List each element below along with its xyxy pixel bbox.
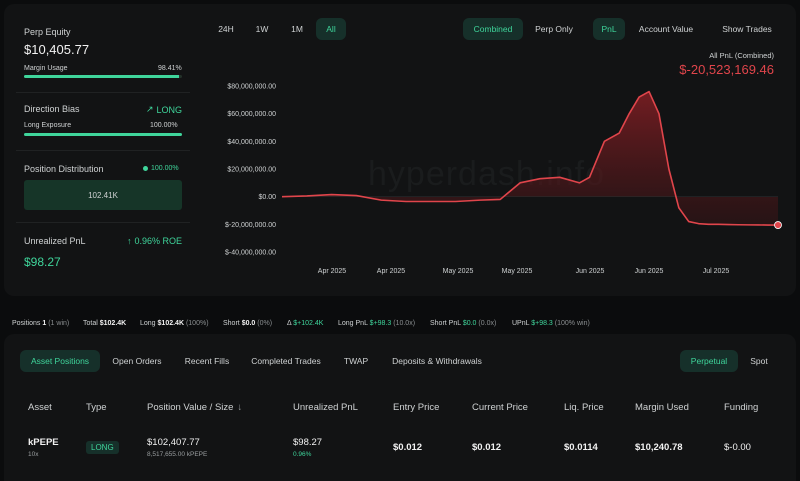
- x-tick-label: Jul 2025: [703, 268, 730, 275]
- y-tick-label: $40,000,000.00: [227, 139, 276, 146]
- pnl-header-label: All PnL (Combined): [709, 51, 774, 60]
- account-value-button[interactable]: Account Value: [638, 24, 694, 34]
- margin-usage-bar: [24, 75, 182, 78]
- row-unrealized-pnl-pct: 0.96%: [293, 451, 312, 458]
- stat-total: Total $102.4K: [83, 320, 127, 327]
- x-tick-label: Jun 2025: [576, 268, 605, 275]
- sort-down-icon: ↓: [237, 402, 243, 413]
- y-tick-label: $60,000,000.00: [227, 111, 276, 118]
- row-liq-price: $0.0114: [564, 442, 598, 453]
- row-position-value: $102,407.77: [147, 437, 200, 448]
- margin-usage-value: 98.41%: [158, 65, 182, 72]
- header-asset[interactable]: Asset: [28, 402, 52, 413]
- tab-twap[interactable]: TWAP: [343, 356, 369, 366]
- header-position-value-label: Position Value / Size: [147, 402, 234, 413]
- header-liq-price[interactable]: Liq. Price: [564, 402, 604, 413]
- stat-long: Long $102.4K (100%): [140, 320, 209, 327]
- direction-bias-text: LONG: [156, 104, 183, 115]
- pnl-chart: $80,000,000.00 $60,000,000.00 $40,000,000.…: [225, 84, 782, 275]
- row-position-size: 8,517,655.00 kPEPE: [147, 451, 208, 458]
- tab-perpetual[interactable]: Perpetual: [680, 350, 738, 372]
- arrow-up-icon: ↑: [127, 236, 132, 246]
- row-funding: $-0.00: [724, 442, 751, 453]
- positions-panel: [4, 334, 796, 481]
- y-tick-label: $-40,000,000.00: [225, 250, 276, 257]
- y-tick-label: $0.00: [258, 194, 276, 201]
- stat-short: Short $0.0 (0%): [223, 320, 273, 327]
- distribution-value: 100.00%: [143, 165, 179, 172]
- header-unrealized-pnl[interactable]: Unrealized PnL: [293, 402, 358, 413]
- divider: [16, 150, 190, 151]
- combined-button[interactable]: Combined: [463, 18, 523, 40]
- x-tick-label: May 2025: [443, 268, 474, 275]
- unrealized-pnl-value: $98.27: [24, 255, 61, 269]
- show-trades-button[interactable]: Show Trades: [722, 24, 772, 34]
- position-distribution-label: Position Distribution: [24, 164, 104, 174]
- roe-text: 0.96% ROE: [134, 236, 183, 246]
- perp-only-button[interactable]: Perp Only: [535, 24, 573, 34]
- long-exposure-label: Long Exposure: [24, 122, 72, 129]
- pnl-button[interactable]: PnL: [593, 18, 625, 40]
- header-position-value[interactable]: Position Value / Size ↓: [147, 402, 242, 413]
- header-entry-price[interactable]: Entry Price: [393, 402, 440, 413]
- range-1m-button[interactable]: 1M: [291, 24, 303, 34]
- row-margin-used: $10,240.78: [635, 442, 683, 453]
- stat-long-pnl: Long PnL $+98.3 (10.0x): [338, 320, 416, 327]
- stats-strip: Positions 1 (1 win) Total $102.4K Long $…: [0, 316, 800, 332]
- tab-completed-trades[interactable]: Completed Trades: [251, 356, 321, 366]
- pnl-line: [281, 90, 779, 226]
- margin-usage-label: Margin Usage: [24, 65, 68, 72]
- tab-recent-fills[interactable]: Recent Fills: [184, 356, 230, 366]
- x-tick-label: Apr 2025: [377, 268, 406, 275]
- divider: [16, 222, 190, 223]
- x-tick-label: Jun 2025: [635, 268, 664, 275]
- dot-icon: [143, 166, 148, 171]
- x-tick-label: May 2025: [502, 268, 533, 275]
- direction-bias-value: ↗ LONG: [146, 104, 182, 115]
- row-entry-price: $0.012: [393, 442, 423, 453]
- perp-equity-label: Perp Equity: [24, 27, 71, 37]
- range-all-button[interactable]: All: [316, 18, 346, 40]
- range-24h-button[interactable]: 24H: [218, 24, 234, 34]
- row-asset[interactable]: kPEPE: [28, 437, 59, 448]
- distribution-bar: 102.41K: [24, 180, 182, 210]
- unrealized-pnl-label: Unrealized PnL: [24, 236, 86, 246]
- range-1w-button[interactable]: 1W: [255, 24, 269, 34]
- header-funding[interactable]: Funding: [724, 402, 759, 413]
- perp-equity-value: $10,405.77: [24, 42, 90, 57]
- roe-value: ↑ 0.96% ROE: [127, 236, 182, 246]
- tab-spot[interactable]: Spot: [750, 356, 768, 366]
- long-exposure-bar: [24, 133, 182, 136]
- row-type-badge: LONG: [86, 441, 119, 454]
- tab-open-orders[interactable]: Open Orders: [112, 356, 162, 366]
- trend-up-icon: ↗: [146, 104, 154, 114]
- pnl-header-value: $-20,523,169.46: [679, 62, 774, 77]
- stat-delta: Δ $+102.4K: [287, 320, 324, 327]
- row-unrealized-pnl: $98.27: [293, 437, 323, 448]
- y-tick-label: $20,000,000.00: [227, 167, 276, 174]
- row-current-price: $0.012: [472, 442, 502, 453]
- row-leverage: 10x: [28, 451, 39, 458]
- header-type[interactable]: Type: [86, 402, 107, 413]
- stat-positions: Positions 1 (1 win): [12, 320, 70, 327]
- tab-asset-positions[interactable]: Asset Positions: [20, 350, 100, 372]
- direction-bias-label: Direction Bias: [24, 104, 80, 114]
- y-tick-label: $-20,000,000.00: [225, 222, 276, 229]
- long-exposure-value: 100.00%: [150, 122, 178, 129]
- y-tick-label: $80,000,000.00: [227, 84, 276, 91]
- pnl-area: [282, 91, 778, 226]
- stat-upnl: UPnL $+98.3 (100% win): [512, 320, 590, 327]
- stat-short-pnl: Short PnL $0.0 (0.0x): [430, 320, 497, 327]
- tab-deposits-withdrawals[interactable]: Deposits & Withdrawals: [392, 356, 482, 366]
- header-margin-used[interactable]: Margin Used: [635, 402, 689, 413]
- divider: [16, 92, 190, 93]
- header-current-price[interactable]: Current Price: [472, 402, 528, 413]
- distribution-percent: 100.00%: [151, 165, 179, 172]
- current-point[interactable]: [774, 221, 782, 229]
- x-tick-label: Apr 2025: [318, 268, 347, 275]
